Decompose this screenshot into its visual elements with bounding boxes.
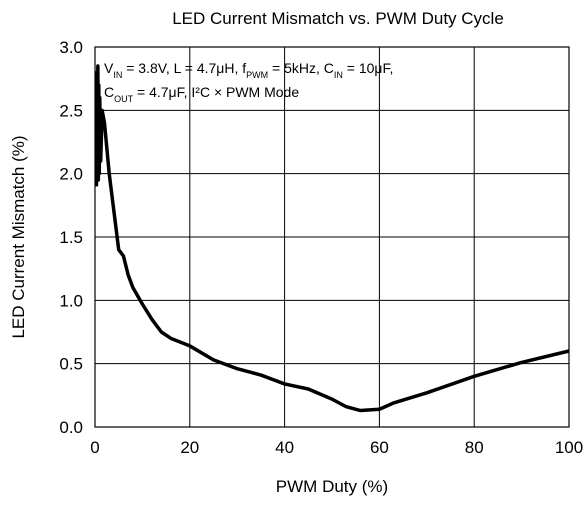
x-axis-label: PWM Duty (%) (276, 477, 388, 496)
y-tick-label: 3.0 (59, 38, 83, 57)
annotation-part: IN (113, 70, 122, 80)
y-tick-label: 0.0 (59, 418, 83, 437)
x-tick-label: 20 (180, 438, 199, 457)
annotation-part: OUT (114, 94, 134, 104)
annotation-part: C (104, 84, 114, 100)
data-line (94, 64, 570, 413)
annotation: COUT = 4.7μF, I²C × PWM Mode (104, 84, 299, 104)
x-tick-label: 0 (90, 438, 99, 457)
x-tick-label: 60 (370, 438, 389, 457)
chart-title: LED Current Mismatch vs. PWM Duty Cycle (172, 9, 504, 28)
annotation-part: V (104, 60, 114, 76)
y-tick-label: 2.5 (59, 101, 83, 120)
x-tick-label: 100 (555, 438, 583, 457)
y-axis-label: LED Current Mismatch (%) (9, 135, 28, 338)
plot-frame (94, 46, 570, 428)
y-tick-label: 1.0 (59, 291, 83, 310)
y-tick-label: 0.5 (59, 355, 83, 374)
annotation-part: PWM (246, 70, 268, 80)
y-tick-label: 1.5 (59, 228, 83, 247)
x-tick-label: 80 (465, 438, 484, 457)
annotation-part: = 10μF, (343, 60, 393, 76)
annotation-part: IN (334, 70, 343, 80)
y-tick-label: 2.0 (59, 165, 83, 184)
annotation: VIN = 3.8V, L = 4.7μH, fPWM = 5kHz, CIN … (104, 60, 393, 80)
x-tick-label: 40 (275, 438, 294, 457)
annotation-part: = 3.8V, L = 4.7μH, f (122, 60, 246, 76)
annotation-part: = 4.7μF, I²C × PWM Mode (133, 84, 299, 100)
annotation-part: = 5kHz, C (268, 60, 334, 76)
